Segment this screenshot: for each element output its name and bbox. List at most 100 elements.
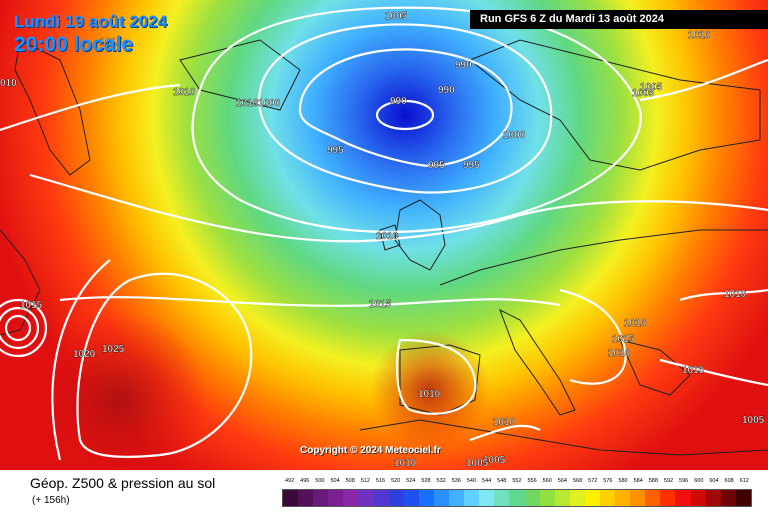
isobar-label: 1010 [688,30,711,41]
scale-swatch [433,490,450,506]
scale-swatch [660,490,676,506]
isobar-label: 990 [438,85,455,96]
isobar-label: 1010 [173,87,196,98]
isobar-label: 1020 [73,349,96,360]
scale-tick-label: 496 [300,478,310,484]
isobar-label: 1005 [466,458,489,469]
isobar-label: 990 [455,60,472,71]
scale-tick-label: 576 [603,478,613,484]
scale-tick-label: 500 [315,478,325,484]
isobar-label: 1005 [742,415,765,426]
scale-swatch [720,490,736,506]
scale-swatch [569,490,585,506]
isobar-1010-italy [559,288,627,385]
scale-swatch [509,490,525,506]
scale-tick-label: 560 [542,478,552,484]
color-scale-labels: 492 496 500 504 508 512 516 520 524 528 532 536 540 5… [282,478,752,488]
scale-tick-label: 536 [451,478,461,484]
scale-swatch [494,490,510,506]
color-scale-bar [282,489,752,507]
scale-tick-label: 528 [421,478,431,484]
isobar-label: 1025 [102,344,125,355]
scale-tick-label: 548 [497,478,507,484]
isobar-label: 1010 [608,348,631,359]
model-run-label: Run GFS 6 Z du Mardi 13 août 2024 [470,10,768,29]
isobar-low-west-1 [4,314,32,342]
isobar-label: 1015 [100,37,123,48]
isobar-label: 995 [428,160,445,171]
scale-tick-label: 604 [709,478,719,484]
scale-tick-label: 596 [679,478,689,484]
scale-swatch [464,490,480,506]
isobar-label: 1005 [640,82,663,93]
isobar-label: 1015 [369,299,392,310]
scale-tick-label: 504 [330,478,340,484]
isobar-label: 1000 [258,98,281,109]
scale-tick-label: 556 [527,478,537,484]
isobar-label: 1010 [376,231,399,242]
scale-swatch [449,490,465,506]
scale-swatch [539,490,555,506]
isobar-1015 [59,296,561,307]
isobar-label: 1010 [236,98,259,109]
scale-swatch [554,490,570,506]
isobar-label: 990 [390,96,407,107]
isobar-1010-mid [29,173,768,243]
scale-tick-label: 544 [482,478,492,484]
isobar-label: 010 [0,78,17,89]
isobar-1005-east [659,358,768,387]
forecast-date: Lundi 19 août 2024 [14,12,168,31]
scale-tick-label: 508 [345,478,355,484]
scale-tick-label: 492 [284,478,295,484]
isobar-label: 1015 [20,300,43,311]
scale-swatch [479,490,495,506]
scale-tick-label: 608 [724,478,734,484]
scale-swatch [675,490,691,506]
isobars [0,6,768,461]
isobar-label: 1010 [418,389,441,400]
scale-tick-label: 520 [391,478,401,484]
weather-map: 1005 1010 990 990 990 1000 1000 995 995 … [0,0,768,470]
isobar-low-west-2 [0,306,40,350]
copyright: Copyright © 2024 Meteociel.fr [300,445,441,456]
scale-tick-label: 592 [663,478,674,484]
isobar-1020 [51,259,111,461]
map-title: Géop. Z500 & pression au sol [30,475,216,491]
isobar-label: 1010 [682,365,705,376]
scale-swatch [735,490,751,506]
isobar-label: 995 [327,145,344,156]
geopotential-field: 1005 1010 990 990 990 1000 1000 995 995 … [0,0,768,470]
scale-tick-label: 516 [375,478,386,484]
scale-tick-label: 568 [572,478,583,484]
scale-swatch [630,490,646,506]
scale-swatch [313,490,329,506]
isobar-label: 1010 [493,417,516,428]
isobar-label: 1010 [624,318,647,329]
isobar-995 [298,48,513,167]
isobar-label: 1010 [724,289,747,300]
isobar-label: 1015 [612,334,635,345]
scale-swatch [418,490,434,506]
scale-swatch [403,490,419,506]
scale-tick-label: 512 [360,478,370,484]
isobar-1025 [76,272,253,458]
scale-swatch [298,490,314,506]
scale-tick-label: 524 [406,478,416,484]
isobar-1010-east [679,288,768,302]
isobar-labels: 1005 1010 990 990 990 1000 1000 995 995 … [0,11,765,469]
isobar-1010-iberia [395,338,477,415]
scale-tick-label: 600 [694,478,704,484]
isobar-label: 1005 [632,88,655,99]
isobar-1000 [258,23,553,194]
isobar-label: 1000 [503,130,526,141]
isobar-low-west-3 [0,298,48,358]
scale-swatch [388,490,404,506]
scale-tick-label: 564 [557,478,567,484]
scale-swatch [584,490,600,506]
isobar-1010-north [0,58,768,132]
isobar-label: 1010 [394,458,417,469]
isobar-1005 [191,6,642,233]
scale-swatch [599,490,616,506]
scale-swatch [615,490,631,506]
scale-tick-label: 580 [618,478,628,484]
